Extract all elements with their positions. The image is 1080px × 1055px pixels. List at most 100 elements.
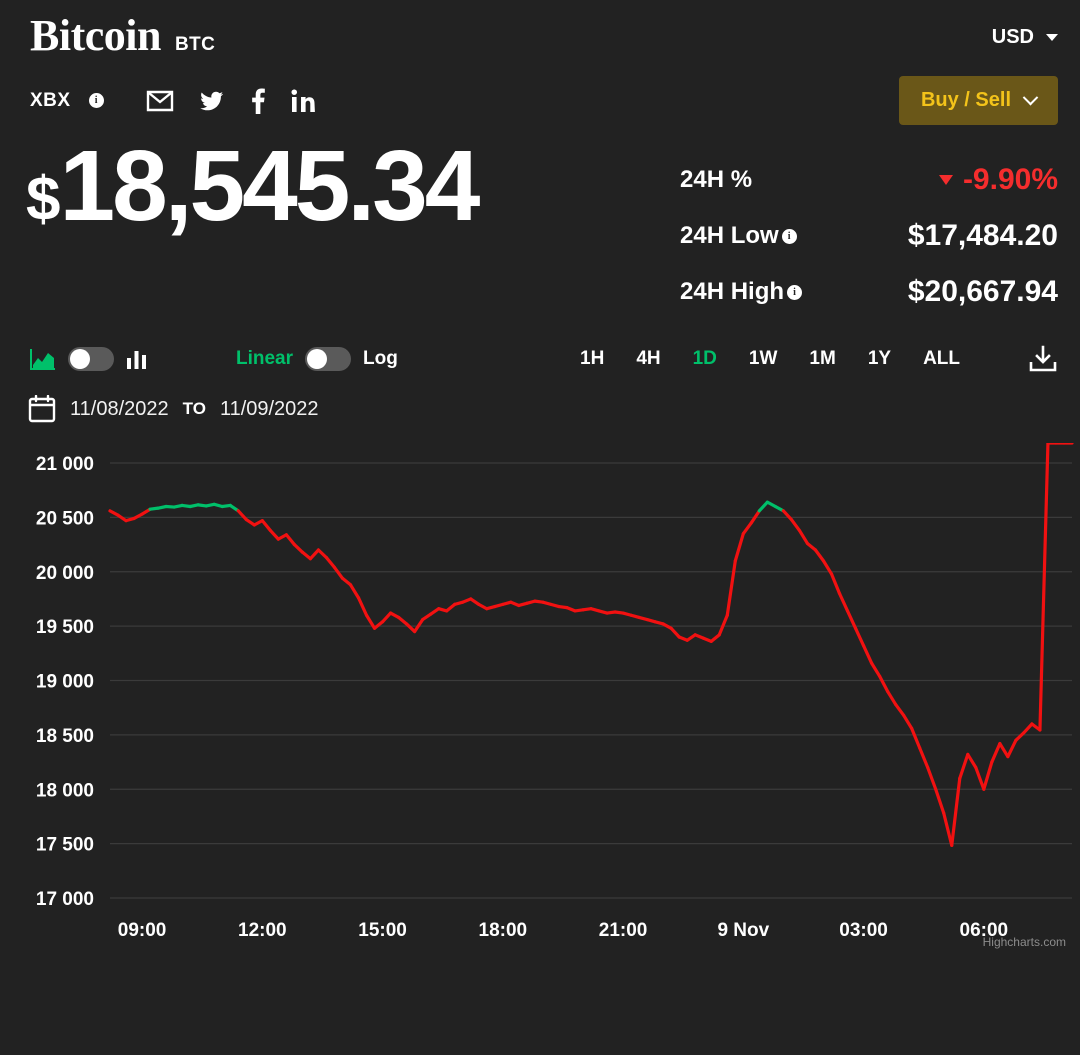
chart-credit: Highcharts.com	[982, 935, 1066, 949]
price-line-segment	[300, 550, 313, 561]
coin-title-group: Bitcoin BTC	[30, 14, 215, 58]
price-line-segment	[116, 513, 128, 523]
price-line-segment	[869, 661, 882, 678]
price-line-segment	[228, 503, 240, 513]
price-line-segment	[886, 689, 898, 707]
price-line-segment	[789, 517, 802, 533]
currency-label: USD	[991, 26, 1034, 48]
info-icon[interactable]: i	[781, 228, 797, 244]
bar-chart-icon[interactable]	[126, 348, 148, 370]
price-line-segment	[741, 521, 753, 536]
scale-toggle-group: Linear Log	[236, 347, 398, 371]
range-1m[interactable]: 1M	[809, 348, 836, 369]
range-1y[interactable]: 1Y	[867, 348, 892, 369]
index-group: XBX i	[30, 88, 316, 114]
stat-row-24h-low: 24H Low i $17,484.20	[680, 219, 1058, 253]
scale-linear-label[interactable]: Linear	[236, 348, 294, 369]
price-line-segment	[332, 565, 345, 580]
scale-toggle[interactable]	[305, 347, 352, 371]
range-1w[interactable]: 1W	[748, 348, 778, 369]
price-line-segment	[942, 811, 954, 847]
email-icon[interactable]	[146, 90, 174, 112]
buy-sell-button[interactable]: Buy / Sell	[898, 76, 1058, 125]
stat-value-24h-percent: -9.90%	[938, 163, 1058, 197]
scale-log-label[interactable]: Log	[363, 348, 398, 369]
y-axis-tick-label: 20 500	[36, 508, 94, 529]
stat-value-24h-high: $20,667.94	[907, 275, 1058, 308]
price-line-segment	[340, 576, 353, 587]
price-line-segment	[397, 615, 409, 626]
chart-type-toggle-group	[30, 347, 148, 371]
index-social-row: XBX i Buy / Sell	[0, 58, 1080, 125]
price-line-segment	[268, 528, 280, 541]
info-icon[interactable]: i	[88, 93, 104, 108]
chevron-down-icon	[1046, 34, 1058, 41]
buy-sell-label: Buy / Sell	[920, 89, 1011, 111]
info-icon[interactable]: i	[787, 284, 803, 300]
price-line-segment	[405, 622, 417, 634]
price-line-segment	[733, 532, 745, 563]
price-stats-row: $18,545.34 24H % -9.90% 24H Low i $17,48…	[0, 125, 1080, 331]
stat-label-text: 24H Low	[680, 222, 779, 249]
stat-value-24h-low: $17,484.20	[907, 219, 1058, 252]
page-header: Bitcoin BTC USD	[0, 0, 1080, 58]
facebook-icon[interactable]	[250, 88, 266, 114]
price-line-segment	[324, 556, 337, 570]
price-line-segment	[837, 591, 850, 613]
price-line-segment	[749, 509, 761, 525]
stat-label: 24H High i	[680, 278, 803, 306]
price-line-segment	[260, 519, 272, 533]
price-line-segment	[757, 500, 769, 513]
range-1d[interactable]: 1D	[692, 348, 717, 369]
price-line-segment	[236, 509, 248, 522]
price-line-segment	[853, 626, 866, 648]
price-line-segment	[894, 702, 906, 717]
price-chart[interactable]: 21 000 20 500 20 000 19 500 19 000 18 500 18 0…	[0, 443, 1080, 953]
download-icon[interactable]	[1028, 345, 1058, 373]
date-from[interactable]: 11/08/2022	[70, 397, 169, 420]
x-axis-tick-label: 15:00	[358, 920, 407, 941]
range-all[interactable]: ALL	[923, 348, 960, 369]
stat-row-24h-percent: 24H % -9.90%	[680, 163, 1058, 197]
stats-panel: 24H % -9.90% 24H Low i $17,484.20 24H Hi…	[680, 163, 1058, 331]
toggle-knob	[70, 349, 90, 369]
price-line-segment	[861, 644, 874, 665]
price-line-segment	[902, 713, 914, 730]
price-line-segment	[805, 541, 818, 552]
stat-row-24h-high: 24H High i $20,667.94	[680, 275, 1058, 309]
range-1h[interactable]: 1H	[580, 348, 605, 369]
price-line-segment	[292, 542, 304, 554]
chart-svg[interactable]: 21 000 20 500 20 000 19 500 19 000 18 500 18 0…	[0, 443, 1080, 953]
price-line-segment	[469, 597, 481, 606]
chart-controls: Linear Log 1H 4H 1D 1W 1M 1Y ALL	[0, 331, 1080, 373]
area-chart-icon[interactable]	[30, 348, 56, 370]
price-line-segment	[1022, 722, 1034, 735]
price-line-segment	[845, 609, 858, 630]
stat-label-text: 24H High	[680, 278, 785, 305]
chart-type-toggle[interactable]	[68, 347, 114, 371]
price-line-segment	[413, 618, 425, 634]
price-line-segment	[1006, 738, 1018, 759]
twitter-icon[interactable]	[198, 89, 226, 113]
linkedin-icon[interactable]	[290, 89, 316, 113]
price-line-segment	[244, 517, 256, 527]
price-line-segment	[717, 613, 729, 637]
x-axis-tick-label: 12:00	[238, 920, 287, 941]
price-value: 18,545.34	[59, 130, 480, 242]
price-line-segment	[421, 612, 433, 622]
range-4h[interactable]: 4H	[636, 348, 661, 369]
y-axis-tick-label: 19 500	[36, 617, 94, 638]
y-axis-tick-label: 17 500	[36, 835, 94, 856]
range-selector: 1H 4H 1D 1W 1M 1Y ALL	[580, 345, 1058, 373]
price-line-segment	[781, 509, 794, 522]
calendar-icon[interactable]	[28, 395, 56, 423]
currency-selector[interactable]: USD	[992, 14, 1058, 49]
price-line-segment	[308, 548, 321, 561]
price-line-segment	[813, 548, 826, 563]
price-line-segment	[934, 787, 946, 815]
date-to[interactable]: 11/09/2022	[219, 397, 319, 420]
date-range-picker[interactable]: 11/08/2022 TO 11/09/2022	[0, 373, 1080, 423]
x-axis-tick-label: 06:00	[960, 920, 1009, 941]
current-price: $18,545.34	[26, 127, 480, 245]
price-line-segment	[990, 741, 1002, 764]
